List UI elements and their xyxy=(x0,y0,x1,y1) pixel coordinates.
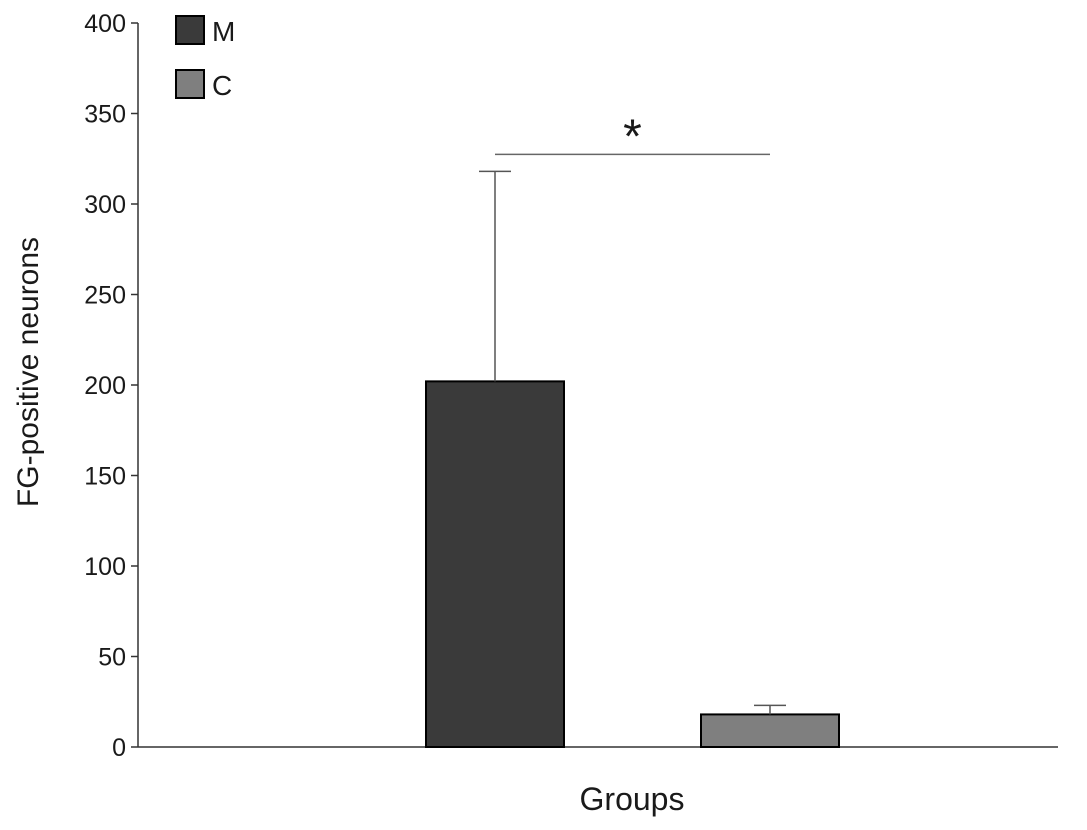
x-axis-label: Groups xyxy=(580,781,685,817)
legend-swatch-M xyxy=(175,15,205,45)
significance-star: * xyxy=(623,110,642,163)
bars xyxy=(425,380,840,748)
y-tick-label: 250 xyxy=(84,282,126,310)
error-bars xyxy=(479,170,786,715)
legend-item-M: M xyxy=(175,15,235,47)
bar-C xyxy=(700,713,840,748)
y-tick-label: 350 xyxy=(84,101,126,129)
legend-label-C: C xyxy=(212,70,232,101)
legend-swatch-C xyxy=(175,69,205,99)
bar-M xyxy=(425,380,565,748)
y-tick-label: 100 xyxy=(84,553,126,581)
y-tick-label: 0 xyxy=(112,734,126,762)
legend-item-C: C xyxy=(175,69,232,101)
legend: MC xyxy=(175,15,235,101)
y-tick-label: 400 xyxy=(84,10,126,38)
y-tick-label: 150 xyxy=(84,463,126,491)
y-tick-label: 50 xyxy=(98,644,126,672)
y-axis: 0 50 100 150 200 250 300 350 400 xyxy=(84,10,139,762)
legend-label-M: M xyxy=(212,16,235,47)
y-tick-label: 300 xyxy=(84,191,126,219)
significance-annotation: * xyxy=(495,110,770,163)
y-axis-label: FG-positive neurons xyxy=(12,237,45,507)
y-tick-label: 200 xyxy=(84,372,126,400)
